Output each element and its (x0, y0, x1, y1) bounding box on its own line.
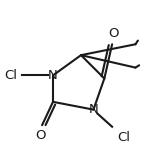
Text: Cl: Cl (4, 69, 17, 82)
Text: N: N (89, 103, 98, 116)
Text: Cl: Cl (117, 131, 130, 144)
Text: O: O (108, 27, 119, 40)
Text: N: N (48, 69, 58, 82)
Text: O: O (35, 129, 46, 142)
